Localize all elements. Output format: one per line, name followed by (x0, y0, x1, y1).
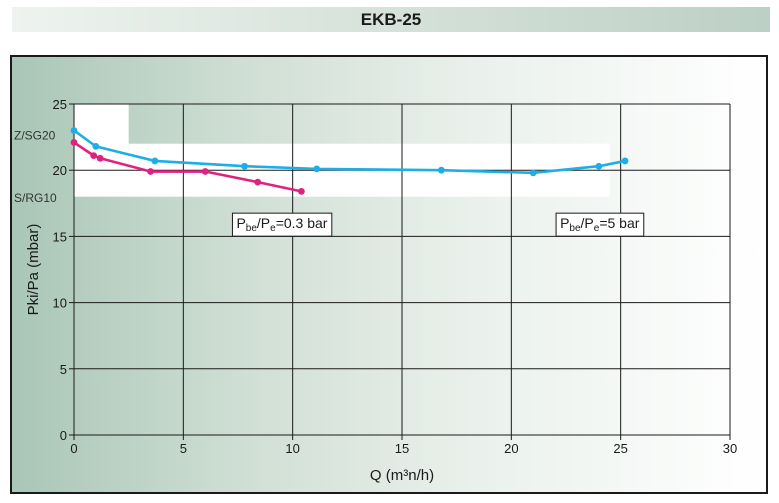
data-point (529, 169, 537, 177)
data-point (254, 178, 262, 186)
x-tick-label: 20 (504, 441, 518, 456)
label-layer: Z/SG20 S/RG10 0 5 10 15 20 25 30 0 5 10 15 20 25 Q (m³n… (14, 97, 737, 484)
y-tick-label: 5 (60, 362, 67, 377)
x-tick-label: 0 (70, 441, 77, 456)
data-point (201, 168, 209, 175)
band-layer (74, 104, 610, 197)
data-point (595, 162, 603, 170)
x-tick-label: 30 (723, 441, 737, 456)
series-layer (70, 127, 629, 195)
data-point (151, 157, 159, 165)
annotation-box (555, 212, 645, 237)
chart-svg: Z/SG20 S/RG10 0 5 10 15 20 25 30 0 5 10 15 20 25 Q (m³n… (14, 97, 737, 484)
data-point (70, 127, 78, 134)
data-point (437, 166, 445, 174)
chart-title: EKB-25 (12, 7, 770, 32)
y-tick-label: 20 (53, 163, 67, 178)
x-tick-label: 15 (395, 441, 409, 456)
data-point (90, 152, 98, 160)
data-point (96, 154, 104, 162)
data-point (147, 168, 154, 175)
y-tick-label: 10 (53, 296, 67, 311)
data-point (70, 138, 78, 146)
chart-panel: Z/SG20 S/RG10 0 5 10 15 20 25 30 0 5 10 15 20 25 Q (m³n… (10, 55, 768, 494)
grid-layer (69, 103, 731, 440)
data-point (621, 157, 629, 165)
annotation-label: Pbe/Pe=0.3 bar (236, 215, 327, 234)
band-label: S/RG10 (14, 191, 57, 205)
annotation-label: Pbe/Pe=5 bar (560, 215, 640, 234)
y-tick-label: 15 (53, 229, 67, 244)
annotation-box (231, 212, 333, 237)
y-tick-label: 25 (53, 97, 67, 112)
y-axis-title: Pki/Pa (mbar) (25, 224, 42, 316)
x-axis-title: Q (m³n/h) (370, 467, 434, 484)
annotation-0: Pbe/Pe=0.3 bar (231, 212, 333, 237)
annotation-1: Pbe/Pe=5 bar (555, 212, 645, 237)
data-point (92, 142, 100, 150)
data-point (241, 162, 248, 170)
x-tick-label: 5 (180, 441, 187, 456)
data-point (298, 187, 305, 195)
x-tick-label: 10 (285, 441, 299, 456)
x-tick-label: 25 (613, 441, 627, 456)
y-tick-label: 0 (60, 428, 67, 443)
data-point (313, 165, 321, 173)
tolerance-band-2 (74, 170, 610, 197)
annotation-layer: Pbe/Pe=0.3 bar Pbe/Pe=5 bar (231, 212, 645, 237)
band-label: Z/SG20 (14, 129, 56, 143)
tolerance-band-1 (128, 143, 610, 171)
